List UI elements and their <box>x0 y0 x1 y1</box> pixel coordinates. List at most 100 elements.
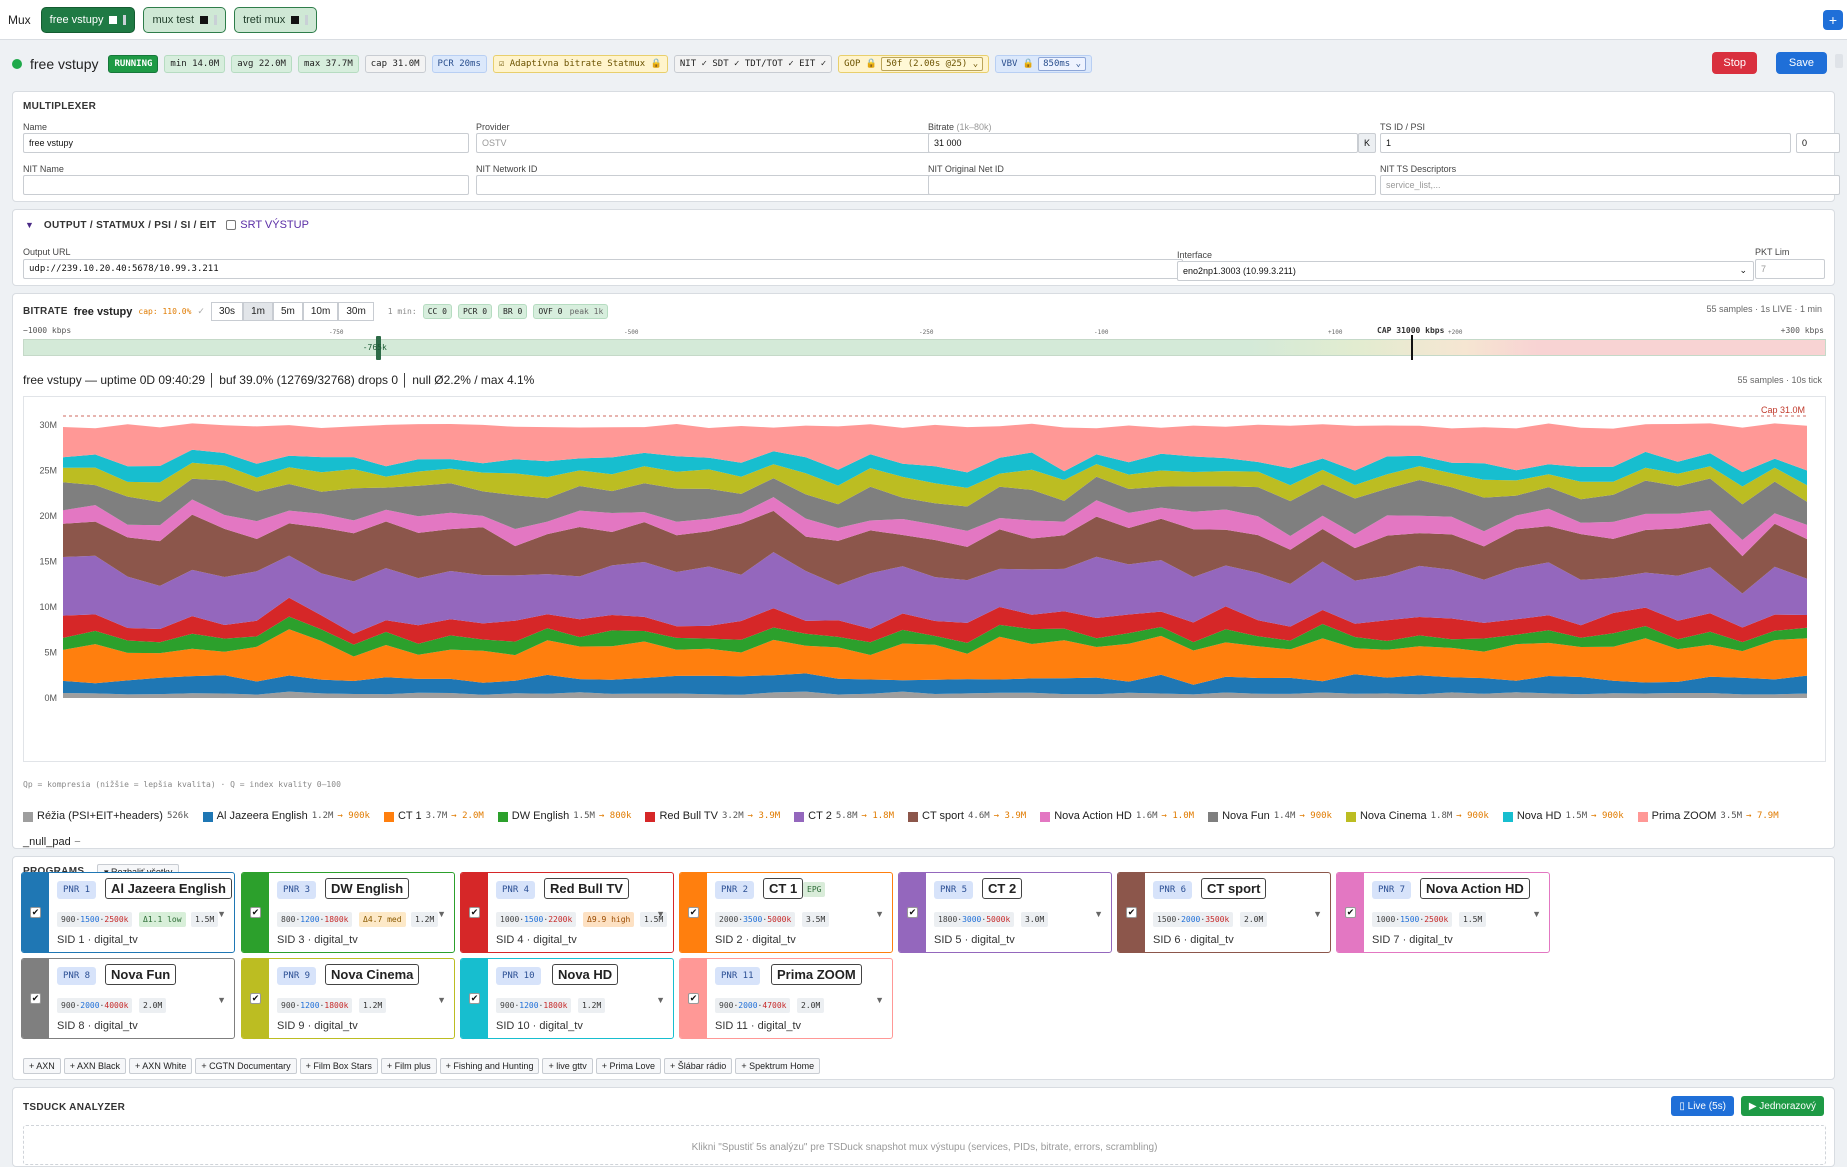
legend-item[interactable]: Nova Cinema 1.8M → 900k <box>1345 805 1489 828</box>
program-card[interactable]: ✔ PNR 4 Red Bull TV 1000·1500·2200k Δ9.9 hig… <box>460 872 674 953</box>
program-card[interactable]: ✔ PNR 6 CT sport 1500·2000·3500k 2.0M SID 6 ·… <box>1117 872 1331 953</box>
chevron-down-icon[interactable]: ▼ <box>217 995 226 1005</box>
pcr-badge[interactable]: PCR 20ms <box>431 55 487 73</box>
add-mux-button[interactable]: + <box>1823 10 1843 30</box>
save-button[interactable]: Save <box>1775 52 1827 74</box>
program-checkbox[interactable]: ✔ <box>907 907 918 918</box>
program-name[interactable]: Al Jazeera English <box>105 878 232 899</box>
program-card[interactable]: ✔ PNR 2 CT 1 EPG 2000·3500·5000k 3.5M SID 2 · … <box>679 872 893 953</box>
vbv-select[interactable]: 850ms ⌄ <box>1038 57 1087 71</box>
legend-item[interactable]: CT 1 3.7M → 2.0M <box>383 805 484 828</box>
srt-checkbox[interactable] <box>226 220 237 230</box>
tab-free-vstupy[interactable]: free vstupy <box>40 6 136 33</box>
add-program-button[interactable]: + Film Box Stars <box>299 1058 378 1074</box>
program-card[interactable]: ✔ PNR 5 CT 2 1800·3000·5000k 3.0M SID 5 · dig… <box>898 872 1112 953</box>
program-name[interactable]: Red Bull TV <box>544 878 629 899</box>
program-name[interactable]: Prima ZOOM <box>771 964 862 985</box>
add-program-button[interactable]: + Film plus <box>380 1058 437 1074</box>
add-program-button[interactable]: + AXN <box>23 1058 61 1074</box>
program-card[interactable]: ✔ PNR 10 Nova HD 900·1200·1800k 1.2M SID 10 ·… <box>460 958 674 1039</box>
nit-network-id-input[interactable] <box>476 175 933 195</box>
chevron-down-icon[interactable]: ▼ <box>217 909 226 919</box>
legend-item[interactable]: Réžia (PSI+EIT+headers) 526k <box>23 805 189 828</box>
program-checkbox[interactable]: ✔ <box>30 907 41 918</box>
range-5m[interactable]: 5m <box>272 302 303 321</box>
chevron-down-icon[interactable]: ▼ <box>1313 909 1322 919</box>
program-name[interactable]: CT 1 <box>763 878 804 899</box>
legend-item[interactable]: CT sport 4.6M → 3.9M <box>908 805 1026 828</box>
legend-item[interactable]: CT 2 5.8M → 1.8M <box>794 805 894 828</box>
program-name[interactable]: CT 2 <box>982 878 1023 899</box>
program-name[interactable]: DW English <box>325 878 410 899</box>
program-name[interactable]: Nova Fun <box>105 964 177 985</box>
adaptive-bitrate-toggle[interactable]: ☑ Adaptívna bitrate Statmux 🔒 <box>492 55 668 73</box>
pkt-lim-input[interactable]: 7 <box>1755 259 1825 279</box>
legend-item[interactable]: _null_pad – <box>23 831 80 854</box>
output-url-input[interactable]: udp://239.10.20.40:5678/10.99.3.211 <box>23 259 1183 279</box>
legend-item[interactable]: Nova Fun 1.4M → 900k <box>1208 805 1332 828</box>
run-once-button[interactable]: ▶ Jednorazový <box>1740 1096 1824 1116</box>
legend-item[interactable]: Nova Action HD 1.6M → 1.0M <box>1040 805 1194 828</box>
legend-item[interactable]: DW English 1.5M → 800k <box>497 805 631 828</box>
stop-button[interactable]: Stop <box>1712 52 1757 74</box>
program-checkbox[interactable]: ✔ <box>688 907 699 918</box>
program-name[interactable]: CT sport <box>1201 878 1267 899</box>
save-options-handle[interactable] <box>1835 54 1843 68</box>
program-card[interactable]: ✔ PNR 1 Al Jazeera English 900·1500·2500k Δ1… <box>21 872 235 953</box>
tsid-input[interactable]: 1 <box>1380 133 1791 153</box>
bitrate-input[interactable]: 31 000 <box>928 133 1358 153</box>
nit-ts-descriptors-input[interactable]: service_list,... <box>1380 175 1840 195</box>
chevron-down-icon[interactable]: ▼ <box>1532 909 1541 919</box>
program-name[interactable]: Nova HD <box>552 964 619 985</box>
program-card[interactable]: ✔ PNR 7 Nova Action HD 1000·1500·2500k 1.5M S… <box>1336 872 1550 953</box>
gop-select[interactable]: 50f (2.00s @25) ⌄ <box>881 57 984 71</box>
legend-item[interactable]: Nova HD 1.5M → 900k <box>1502 805 1624 828</box>
vbv-control[interactable]: VBV 🔒 850ms ⌄ <box>995 55 1093 73</box>
chevron-down-icon[interactable]: ▼ <box>437 995 446 1005</box>
chevron-down-icon[interactable]: ▼ <box>1094 909 1103 919</box>
add-program-button[interactable]: + AXN Black <box>63 1058 127 1074</box>
program-checkbox[interactable]: ✔ <box>469 993 480 1004</box>
chevron-down-icon[interactable]: ▼ <box>656 995 665 1005</box>
nit-name-input[interactable] <box>23 175 469 195</box>
program-checkbox[interactable]: ✔ <box>688 993 699 1004</box>
program-card[interactable]: ✔ PNR 9 Nova Cinema 900·1200·1800k 1.2M SID 9… <box>241 958 455 1039</box>
tab-treti-mux[interactable]: treti mux <box>234 6 318 33</box>
add-program-button[interactable]: + live gttv <box>542 1058 593 1074</box>
program-card[interactable]: ✔ PNR 3 DW English 800·1200·1800k Δ4.7 med 1.… <box>241 872 455 953</box>
program-checkbox[interactable]: ✔ <box>250 907 261 918</box>
program-checkbox[interactable]: ✔ <box>250 993 261 1004</box>
program-checkbox[interactable]: ✔ <box>1345 907 1356 918</box>
program-card[interactable]: ✔ PNR 11 Prima ZOOM 900·2000·4700k 2.0M SID 1… <box>679 958 893 1039</box>
add-program-button[interactable]: + CGTN Documentary <box>195 1058 297 1074</box>
range-1m[interactable]: 1m <box>243 302 273 321</box>
program-name[interactable]: Nova Action HD <box>1420 878 1530 899</box>
tab-mux-test[interactable]: mux test <box>143 6 227 33</box>
add-program-button[interactable]: + AXN White <box>129 1058 193 1074</box>
add-program-button[interactable]: + Fishing and Hunting <box>439 1058 540 1074</box>
program-checkbox[interactable]: ✔ <box>1126 907 1137 918</box>
collapse-triangle-icon[interactable]: ▼ <box>25 220 34 230</box>
legend-item[interactable]: Prima ZOOM 3.5M → 7.9M <box>1637 805 1779 828</box>
chevron-down-icon[interactable]: ▼ <box>875 995 884 1005</box>
range-30s[interactable]: 30s <box>210 302 244 321</box>
provider-input[interactable]: OSTV <box>476 133 933 153</box>
interface-select[interactable]: eno2np1.3003 (10.99.3.211) ⌄ <box>1177 261 1754 281</box>
chevron-down-icon[interactable]: ▼ <box>656 909 665 919</box>
legend-item[interactable]: Al Jazeera English 1.2M → 900k <box>202 805 370 828</box>
program-card[interactable]: ✔ PNR 8 Nova Fun 900·2000·4000k 2.0M SID 8 · … <box>21 958 235 1039</box>
name-input[interactable]: free vstupy <box>23 133 469 153</box>
range-30m[interactable]: 30m <box>338 302 374 321</box>
add-program-button[interactable]: + Spektrum Home <box>735 1058 821 1074</box>
program-checkbox[interactable]: ✔ <box>30 993 41 1004</box>
chevron-down-icon[interactable]: ▼ <box>875 909 884 919</box>
nit-original-net-id-input[interactable] <box>928 175 1376 195</box>
add-program-button[interactable]: + Prima Love <box>595 1058 662 1074</box>
program-checkbox[interactable]: ✔ <box>469 907 480 918</box>
legend-item[interactable]: Red Bull TV 3.2M → 3.9M <box>645 805 780 828</box>
live-5s-button[interactable]: ▯ Live (5s) <box>1671 1096 1734 1116</box>
scale-marker[interactable] <box>375 336 381 360</box>
chevron-down-icon[interactable]: ▼ <box>437 909 446 919</box>
add-program-button[interactable]: + Šlábar rádio <box>664 1058 733 1074</box>
psi-input[interactable]: 0 <box>1796 133 1840 153</box>
